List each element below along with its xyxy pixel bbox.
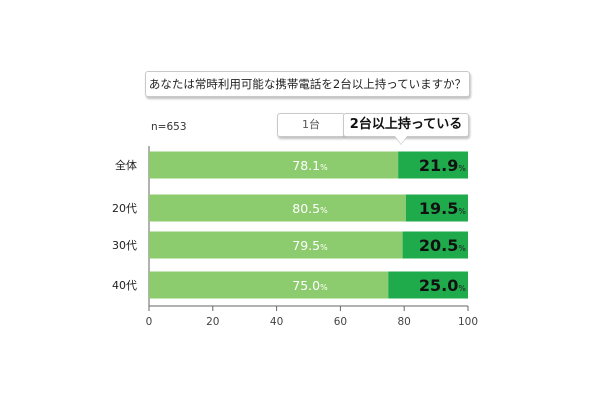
x-tick-label-20: 20 bbox=[206, 316, 219, 328]
x-tick-label-0: 0 bbox=[146, 316, 153, 328]
x-tick-label-40: 40 bbox=[270, 316, 283, 328]
bar-two-plus-3 bbox=[388, 271, 468, 299]
survey-question: あなたは常時利用可能な携帯電話を2台以上持っていますか？ bbox=[148, 77, 467, 91]
x-tick-label-100: 100 bbox=[458, 316, 478, 328]
bar-one-device-2 bbox=[149, 231, 403, 259]
category-label-3: 40代 bbox=[112, 279, 137, 292]
value-label-one-device-1: 80.5% bbox=[292, 201, 328, 216]
value-label-two-plus-0: 21.9% bbox=[419, 156, 466, 175]
bar-two-plus-1 bbox=[405, 194, 468, 222]
value-label-two-plus-1: 19.5% bbox=[419, 199, 466, 218]
value-label-two-plus-3: 25.0% bbox=[419, 276, 466, 295]
value-label-two-plus-2: 20.5% bbox=[419, 236, 466, 255]
category-label-2: 30代 bbox=[112, 239, 137, 252]
bar-one-device-3 bbox=[149, 271, 389, 299]
value-label-one-device-0: 78.1% bbox=[292, 158, 328, 173]
survey-question-box: あなたは常時利用可能な携帯電話を2台以上持っていますか？ bbox=[145, 71, 470, 97]
value-label-one-device-2: 79.5% bbox=[292, 238, 328, 253]
x-tick-label-60: 60 bbox=[334, 316, 347, 328]
bar-two-plus-2 bbox=[402, 231, 468, 259]
bar-two-plus-0 bbox=[398, 151, 468, 179]
value-label-one-device-3: 75.0% bbox=[292, 278, 328, 293]
x-tick-label-80: 80 bbox=[398, 316, 411, 328]
sample-size: n=653 bbox=[151, 121, 187, 133]
category-label-0: 全体 bbox=[115, 158, 137, 172]
bar-one-device-1 bbox=[149, 194, 406, 222]
bar-one-device-0 bbox=[149, 151, 399, 179]
legend-pointer bbox=[395, 136, 407, 144]
category-label-1: 20代 bbox=[112, 202, 137, 215]
